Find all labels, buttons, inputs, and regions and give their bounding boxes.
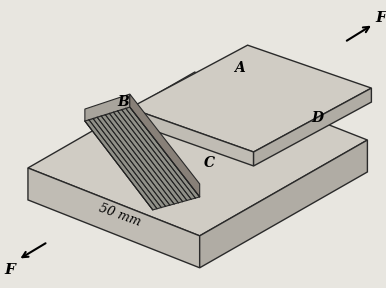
- Text: 50 mm: 50 mm: [97, 201, 142, 228]
- Polygon shape: [28, 72, 367, 236]
- Text: D: D: [312, 111, 323, 125]
- Polygon shape: [28, 168, 200, 268]
- Polygon shape: [85, 94, 130, 121]
- Polygon shape: [85, 107, 200, 210]
- Polygon shape: [200, 140, 367, 268]
- Polygon shape: [130, 94, 200, 197]
- Polygon shape: [254, 88, 371, 166]
- Text: B: B: [117, 95, 129, 109]
- Polygon shape: [130, 108, 254, 166]
- Text: F: F: [5, 263, 15, 277]
- Text: F: F: [375, 11, 386, 25]
- Polygon shape: [130, 45, 371, 152]
- Text: A: A: [234, 61, 245, 75]
- Text: C: C: [204, 156, 215, 170]
